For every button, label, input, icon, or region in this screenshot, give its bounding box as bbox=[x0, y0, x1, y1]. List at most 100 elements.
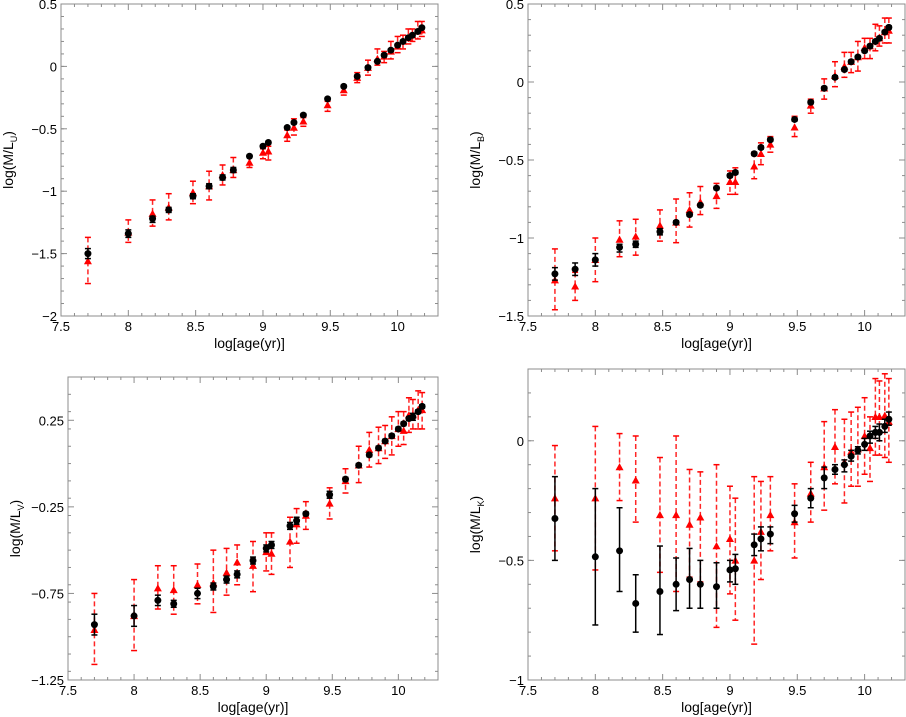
y-tick-label: 0 bbox=[50, 59, 57, 74]
y-tick-label: −1 bbox=[509, 673, 524, 688]
data-point-triangle bbox=[233, 558, 242, 566]
data-point-circle bbox=[380, 51, 388, 59]
x-tick-label: 7.5 bbox=[519, 683, 537, 698]
data-point-circle bbox=[229, 166, 237, 174]
data-point-triangle bbox=[615, 463, 624, 471]
data-point-triangle bbox=[685, 520, 694, 528]
data-point-triangle bbox=[712, 542, 721, 550]
data-point-triangle bbox=[286, 537, 294, 545]
data-point-circle bbox=[820, 84, 828, 92]
y-tick-label: 0.5 bbox=[506, 0, 524, 12]
data-point-circle bbox=[881, 28, 889, 36]
data-point-circle bbox=[399, 37, 407, 45]
y-axis-label: log(M/LB) bbox=[467, 131, 486, 188]
data-point-circle bbox=[686, 576, 694, 584]
data-point-circle bbox=[807, 494, 815, 502]
data-point-circle bbox=[418, 402, 426, 410]
data-point-triangle bbox=[222, 568, 231, 576]
data-point-circle bbox=[290, 119, 298, 127]
x-tick-label: 8 bbox=[125, 319, 132, 334]
data-point-triangle bbox=[365, 445, 374, 453]
data-point-circle bbox=[286, 522, 294, 530]
x-tick-label: 8.5 bbox=[654, 683, 672, 698]
panel-m-l-b: 7.5 8 8.5 9 9.5 10 −1.5 −1 −0.5 0 0.5 log[age(yr)]… bbox=[467, 0, 906, 351]
y-axis-label-main: log(M/L bbox=[467, 142, 483, 189]
data-point-triangle bbox=[148, 209, 157, 217]
y-tick-label: −1.5 bbox=[498, 309, 524, 324]
data-point-circle bbox=[847, 452, 855, 460]
data-point-triangle bbox=[685, 205, 694, 214]
data-point-circle bbox=[881, 422, 889, 430]
x-tick-label: 8 bbox=[592, 319, 599, 334]
data-point-triangle bbox=[756, 149, 765, 157]
data-point-triangle bbox=[860, 431, 869, 440]
y-tick-label: −0.5 bbox=[31, 122, 57, 137]
data-point-circle bbox=[283, 124, 291, 132]
data-point-circle bbox=[364, 64, 372, 72]
data-point-circle bbox=[165, 206, 173, 214]
data-point-circle bbox=[84, 250, 92, 258]
plot-frame bbox=[67, 376, 439, 681]
data-point-circle bbox=[124, 230, 132, 238]
data-point-circle bbox=[154, 596, 162, 604]
y-tick-label: −2 bbox=[42, 309, 57, 324]
data-point-triangle bbox=[725, 177, 734, 186]
x-tick-label: 10 bbox=[857, 683, 871, 698]
data-point-circle bbox=[259, 142, 267, 150]
data-point-circle bbox=[731, 168, 739, 176]
y-tick-label: −0.5 bbox=[498, 153, 524, 168]
data-point-circle bbox=[355, 461, 363, 469]
data-point-circle bbox=[840, 461, 848, 469]
data-point-triangle bbox=[153, 584, 162, 592]
data-point-triangle bbox=[83, 257, 92, 265]
data-point-circle bbox=[820, 474, 828, 482]
data-point-circle bbox=[840, 66, 848, 74]
data-point-circle bbox=[400, 420, 408, 428]
axes: 7.5 8 8.5 9 9.5 10 −2 −1.5 −1 −0.5 0 0.5 bbox=[31, 0, 439, 334]
data-point-circle bbox=[408, 31, 416, 39]
data-point-circle bbox=[750, 541, 758, 549]
y-tick-label: −0.5 bbox=[498, 553, 524, 568]
y-axis-label: log(M/LV) bbox=[7, 500, 26, 557]
data-point-circle bbox=[656, 587, 664, 595]
data-point-circle bbox=[875, 428, 883, 436]
series-red-triangles bbox=[550, 17, 893, 311]
y-axis-label-subscript: B bbox=[476, 136, 486, 142]
data-point-triangle bbox=[790, 123, 799, 131]
x-tick-label: 9.5 bbox=[323, 683, 341, 698]
x-tick-label: 7.5 bbox=[519, 319, 537, 334]
x-tick-label: 9 bbox=[263, 683, 270, 698]
x-tick-label: 9 bbox=[726, 319, 733, 334]
x-axis-label: log[age(yr)] bbox=[214, 335, 285, 351]
data-point-triangle bbox=[672, 510, 681, 519]
data-point-circle bbox=[194, 589, 201, 597]
x-tick-label: 8 bbox=[130, 683, 137, 698]
data-point-circle bbox=[686, 211, 694, 219]
data-point-circle bbox=[293, 517, 301, 525]
x-tick-label: 9 bbox=[259, 319, 266, 334]
data-point-triangle bbox=[655, 510, 664, 519]
data-point-circle bbox=[394, 425, 402, 433]
data-point-circle bbox=[302, 510, 310, 518]
series-black-circles bbox=[90, 402, 426, 636]
series-red-triangles bbox=[90, 390, 427, 666]
data-point-triangle bbox=[249, 561, 257, 569]
data-point-triangle bbox=[725, 534, 734, 543]
data-point-triangle bbox=[283, 131, 292, 139]
axes: 7.5 8 8.5 9 9.5 10 −1 −0.5 0 bbox=[498, 368, 906, 698]
data-point-circle bbox=[219, 173, 227, 181]
x-tick-label: 8.5 bbox=[191, 683, 209, 698]
data-point-circle bbox=[418, 24, 426, 32]
data-point-circle bbox=[632, 599, 640, 607]
data-point-triangle bbox=[169, 585, 178, 594]
data-point-circle bbox=[591, 256, 599, 264]
data-point-circle bbox=[854, 446, 862, 454]
data-point-triangle bbox=[245, 158, 254, 166]
data-point-circle bbox=[268, 541, 275, 549]
data-point-triangle bbox=[289, 123, 298, 131]
data-point-circle bbox=[791, 115, 799, 123]
data-point-triangle bbox=[631, 476, 640, 484]
data-point-triangle bbox=[399, 426, 408, 434]
data-point-circle bbox=[299, 111, 307, 119]
data-point-circle bbox=[831, 465, 839, 473]
